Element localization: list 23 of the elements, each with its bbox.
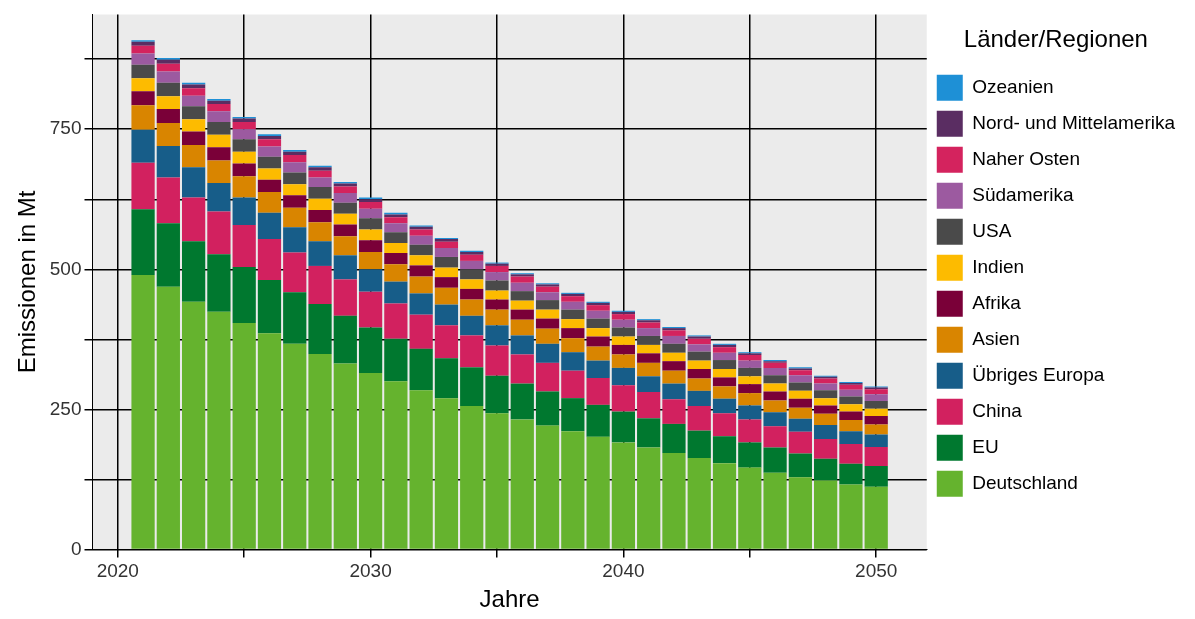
legend-label: Nord- und Mittelamerika (972, 112, 1176, 134)
legend-label: Indien (972, 256, 1025, 278)
legend-title: Länder/Regionen (963, 24, 1148, 52)
legend-label: EU (972, 436, 999, 458)
x-tick-label: 2040 (602, 560, 645, 582)
legend-label: Ozeanien (972, 76, 1054, 98)
x-tick-label: 2050 (855, 560, 898, 582)
x-axis-title: Jahre (479, 585, 540, 613)
y-tick-label: 500 (49, 257, 82, 279)
x-tick-label: 2020 (96, 560, 139, 582)
y-axis-title: Emissionen in Mt (13, 190, 41, 374)
legend-label: Übriges Europa (972, 364, 1105, 386)
legend-label: Naher Osten (972, 148, 1080, 170)
legend-label: Asien (972, 328, 1020, 350)
legend-label: China (972, 400, 1023, 422)
x-tick-label: 2030 (349, 560, 392, 582)
y-tick-label: 750 (49, 117, 82, 139)
y-tick-label: 250 (49, 397, 82, 419)
legend-label: Südamerika (972, 184, 1075, 206)
legend-label: Afrika (972, 292, 1022, 314)
y-tick-label: 0 (70, 537, 82, 559)
legend-label: USA (972, 220, 1012, 242)
legend-label: Deutschland (972, 472, 1078, 494)
